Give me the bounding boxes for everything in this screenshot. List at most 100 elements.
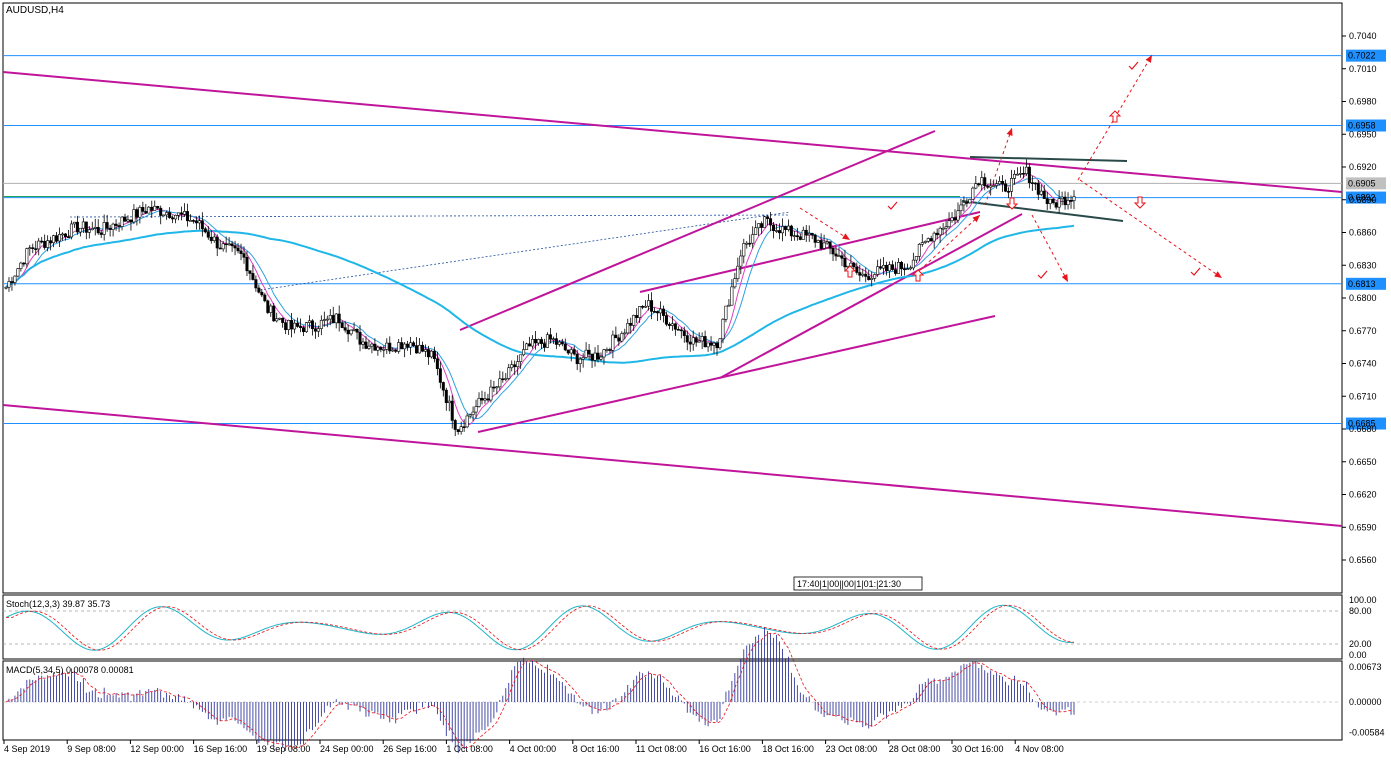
- candle-body: [644, 305, 648, 308]
- candle-body: [795, 235, 799, 238]
- candle-body: [233, 245, 237, 249]
- time-tick-label: 16 Sep 16:00: [194, 744, 248, 754]
- candle-body: [855, 266, 859, 273]
- candle-body: [269, 305, 273, 313]
- candle-body: [870, 277, 874, 280]
- candle-body: [406, 343, 410, 348]
- candle-body: [412, 342, 416, 346]
- candles: [4, 159, 1076, 437]
- candle-body: [355, 329, 359, 333]
- candle-body: [456, 429, 460, 432]
- candle-body: [840, 255, 844, 259]
- candle-body: [388, 342, 392, 352]
- candle-body: [7, 281, 11, 288]
- stoch-tick-label: 80.00: [1349, 606, 1372, 616]
- candle-body: [992, 185, 996, 187]
- candle-body: [141, 207, 145, 212]
- dotted-high-line: [69, 214, 791, 218]
- candle-body: [126, 219, 130, 222]
- candle-body: [864, 273, 868, 277]
- candle-body: [789, 225, 793, 237]
- candle-body: [783, 226, 787, 230]
- candle-body: [700, 336, 704, 342]
- candle-body: [888, 264, 892, 272]
- candle-body: [1045, 198, 1049, 204]
- time-tick-label: 30 Oct 16:00: [952, 744, 1004, 754]
- candle-body: [775, 230, 779, 232]
- forecast-arrow: [799, 207, 851, 241]
- candle-body: [998, 181, 1002, 185]
- trendline: [477, 315, 996, 433]
- candle-body: [754, 227, 758, 235]
- stoch-pane[interactable]: [2, 594, 1343, 660]
- candle-body: [52, 235, 56, 244]
- candle-body: [147, 206, 151, 214]
- candle-body: [420, 344, 424, 352]
- candle-body: [1018, 173, 1022, 175]
- candle-body: [182, 211, 186, 215]
- candle-body: [432, 350, 436, 360]
- candle-body: [608, 349, 612, 351]
- candle-body: [876, 266, 880, 275]
- candle-body: [441, 382, 445, 391]
- candle-body: [569, 349, 573, 354]
- candle-body: [816, 240, 820, 243]
- level-badge-label: 0.6685: [1348, 419, 1376, 429]
- candle-body: [180, 212, 184, 215]
- candle-body: [745, 242, 749, 245]
- candle-body: [905, 268, 909, 271]
- candle-body: [766, 216, 770, 219]
- candle-body: [31, 247, 35, 249]
- time-tick-label: 19 Sep 08:00: [257, 744, 311, 754]
- price-tick-label: 0.6920: [1349, 162, 1377, 172]
- candle-body: [623, 332, 627, 335]
- candle-body: [159, 207, 163, 216]
- candle-body: [293, 322, 297, 330]
- stoch-d-line: [6, 604, 1075, 651]
- candle-body: [304, 322, 308, 333]
- candle-body: [935, 232, 939, 236]
- price-axis: 0.70400.70100.69800.69500.69200.68900.68…: [1342, 31, 1377, 565]
- candle-body: [810, 233, 814, 236]
- level-badge-label: 0.6905: [1348, 178, 1376, 188]
- candle-body: [599, 356, 603, 360]
- stoch-tick-label: 0.00: [1349, 650, 1367, 660]
- candle-body: [563, 343, 567, 351]
- level-badge: [1346, 177, 1386, 190]
- candle-body: [108, 227, 112, 230]
- candle-body: [983, 177, 987, 187]
- candle-body: [798, 236, 802, 240]
- macd-pane[interactable]: [2, 660, 1343, 741]
- candle-body: [349, 329, 353, 335]
- candle-body: [156, 205, 160, 209]
- time-tick-label: 9 Sep 08:00: [67, 744, 116, 754]
- price-tick-label: 0.6890: [1349, 195, 1377, 205]
- candle-body: [995, 183, 999, 186]
- candle-body: [447, 400, 451, 404]
- symbol-label: AUDUSD,H4: [6, 5, 64, 16]
- candle-body: [242, 253, 246, 258]
- candle-body: [75, 221, 79, 233]
- candle-body: [352, 329, 356, 331]
- candle-body: [90, 228, 94, 231]
- candle-body: [1042, 190, 1046, 199]
- candle-body: [200, 220, 204, 230]
- candle-body: [685, 335, 689, 343]
- arrow-head: [1006, 128, 1013, 136]
- candle-body: [278, 317, 282, 320]
- dotted-trend-line: [259, 211, 791, 291]
- candle-body: [153, 205, 157, 211]
- arrow-head: [842, 233, 850, 240]
- candle-body: [673, 323, 677, 330]
- price-tick-label: 0.6590: [1349, 522, 1377, 532]
- macd-tick-label: -0.00584: [1349, 727, 1385, 737]
- candle-body: [230, 243, 234, 247]
- up-arrow-icon: [1108, 110, 1122, 123]
- candle-body: [102, 222, 106, 235]
- time-tick-label: 24 Sep 00:00: [320, 744, 374, 754]
- macd-label: MACD(5,34,5) 0.00078 0.00081: [6, 665, 134, 675]
- price-tick-label: 0.6560: [1349, 555, 1377, 565]
- price-tick-label: 0.6680: [1349, 424, 1377, 434]
- candle-body: [670, 323, 674, 326]
